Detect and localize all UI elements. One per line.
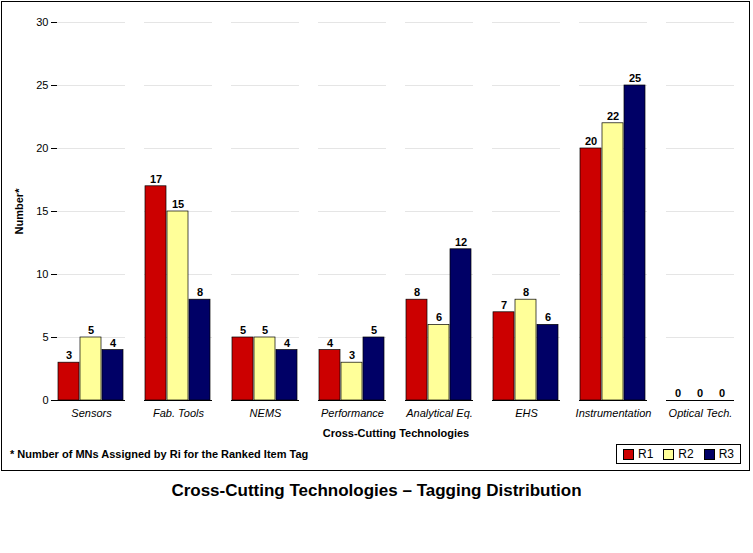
- svg-text:5: 5: [88, 324, 94, 336]
- html-text:R1: R1: [638, 447, 654, 461]
- svg-text:Fab. Tools: Fab. Tools: [153, 407, 204, 419]
- svg-text:20: 20: [585, 135, 597, 147]
- svg-text:Optical Tech.: Optical Tech.: [669, 407, 733, 419]
- svg-text:Cross-Cutting Technologies: Cross-Cutting Technologies: [323, 427, 469, 439]
- svg-text:8: 8: [197, 286, 203, 298]
- svg-text:12: 12: [455, 236, 467, 248]
- svg-text:5: 5: [371, 324, 377, 336]
- svg-text:6: 6: [436, 311, 442, 323]
- svg-text:0: 0: [697, 387, 703, 399]
- svg-text:Performance: Performance: [321, 407, 384, 419]
- svg-text:20: 20: [36, 142, 48, 154]
- svg-text:4: 4: [327, 337, 334, 349]
- svg-text:5: 5: [42, 331, 48, 343]
- svg-text:7: 7: [501, 299, 507, 311]
- svg-text:8: 8: [414, 286, 420, 298]
- svg-text:17: 17: [150, 173, 162, 185]
- svg-text:6: 6: [545, 311, 551, 323]
- svg-text:22: 22: [607, 110, 619, 122]
- svg-text:15: 15: [172, 198, 184, 210]
- svg-text:Analytical Eq.: Analytical Eq.: [405, 407, 473, 419]
- svg-text:15: 15: [36, 205, 48, 217]
- svg-text:25: 25: [629, 72, 641, 84]
- svg-text:30: 30: [36, 16, 48, 28]
- svg-text:0: 0: [42, 394, 48, 406]
- svg-text:Number*: Number*: [13, 188, 25, 235]
- svg-text:4: 4: [284, 337, 291, 349]
- svg-text:8: 8: [523, 286, 529, 298]
- svg-text:3: 3: [349, 349, 355, 361]
- svg-text:5: 5: [240, 324, 246, 336]
- svg-text:25: 25: [36, 79, 48, 91]
- svg-text:0: 0: [719, 387, 725, 399]
- svg-text:4: 4: [110, 337, 117, 349]
- html-text:Cross-Cutting Technologies – T: Cross-Cutting Technologies – Tagging Dis…: [171, 481, 582, 500]
- html-text:R3: R3: [718, 447, 734, 461]
- svg-text:10: 10: [36, 268, 48, 280]
- svg-text:3: 3: [66, 349, 72, 361]
- svg-text:0: 0: [675, 387, 681, 399]
- html-text:R2: R2: [678, 447, 694, 461]
- svg-text:EHS: EHS: [515, 407, 538, 419]
- html-text:* Number of MNs Assigned by Ri: * Number of MNs Assigned by Ri for the R…: [10, 448, 309, 460]
- svg-text:NEMS: NEMS: [250, 407, 282, 419]
- svg-text:Instrumentation: Instrumentation: [576, 407, 652, 419]
- svg-text:5: 5: [262, 324, 268, 336]
- svg-text:Sensors: Sensors: [71, 407, 112, 419]
